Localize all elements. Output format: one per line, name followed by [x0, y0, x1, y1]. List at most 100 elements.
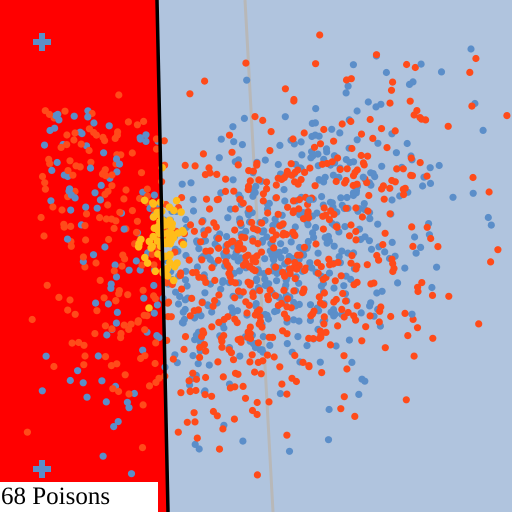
data-point-orange — [236, 219, 245, 227]
data-point-blue — [191, 336, 199, 344]
data-point-orange — [411, 63, 419, 72]
data-point-orange — [196, 353, 204, 361]
data-point-orange — [218, 337, 226, 345]
data-point-orange — [292, 377, 300, 386]
data-point-orange — [343, 365, 351, 373]
data-point-blue — [223, 233, 231, 241]
data-point-orange — [40, 232, 48, 240]
poison-point — [174, 229, 182, 237]
data-point-orange — [376, 307, 384, 315]
data-point-blue — [269, 221, 277, 229]
data-point-orange — [186, 387, 194, 395]
data-point-orange — [108, 171, 116, 179]
points-layer — [23, 31, 511, 479]
data-point-orange — [246, 358, 254, 366]
data-point-blue — [74, 367, 82, 375]
data-point-orange — [399, 165, 407, 173]
data-point-blue — [287, 238, 295, 246]
poison-point — [166, 251, 174, 260]
data-point-orange — [310, 143, 319, 151]
data-point-blue — [83, 393, 91, 401]
data-point-orange — [320, 301, 328, 309]
data-point-orange — [317, 333, 325, 341]
data-point-orange — [387, 86, 396, 94]
data-point-blue — [373, 289, 381, 297]
data-point-orange — [151, 359, 159, 368]
data-point-orange — [66, 157, 74, 165]
data-point-orange — [312, 240, 320, 248]
data-point-orange — [96, 214, 104, 222]
data-point-orange — [444, 122, 452, 130]
poison-point — [135, 239, 143, 248]
data-point-blue — [283, 340, 291, 348]
data-point-orange — [138, 261, 146, 269]
data-point-orange — [272, 181, 280, 189]
data-point-blue — [67, 206, 75, 214]
data-point-blue — [408, 310, 416, 318]
data-point-orange — [43, 281, 51, 289]
data-point-blue — [238, 141, 246, 149]
data-point-orange — [258, 323, 266, 331]
data-point-orange — [99, 133, 107, 141]
data-point-blue — [306, 301, 315, 309]
data-point-orange — [81, 352, 89, 360]
data-point-orange — [290, 97, 298, 105]
data-point-orange — [365, 191, 373, 200]
data-point-orange — [286, 265, 294, 273]
data-point-blue — [66, 376, 74, 385]
data-point-orange — [357, 130, 366, 138]
data-point-orange — [81, 263, 89, 271]
data-point-orange — [359, 159, 367, 167]
data-point-orange — [423, 172, 431, 180]
data-point-orange — [85, 146, 93, 155]
data-point-blue — [251, 189, 259, 197]
data-point-blue — [285, 447, 294, 455]
data-point-orange — [117, 334, 125, 342]
data-point-blue — [342, 89, 350, 97]
data-point-orange — [251, 311, 259, 319]
data-point-orange — [325, 255, 333, 263]
data-point-blue — [270, 256, 278, 264]
data-point-orange — [311, 182, 319, 190]
data-point-orange — [379, 241, 387, 249]
data-point-orange — [305, 334, 313, 342]
data-point-blue — [367, 245, 376, 253]
data-point-blue — [350, 158, 358, 166]
data-point-orange — [485, 188, 493, 196]
data-point-orange — [67, 222, 75, 230]
data-point-orange — [101, 353, 110, 361]
data-point-blue — [340, 282, 348, 290]
data-point-orange — [234, 370, 242, 378]
data-point-orange — [414, 287, 422, 296]
data-point-orange — [244, 182, 253, 190]
data-point-orange — [339, 289, 347, 298]
data-point-orange — [191, 162, 199, 170]
data-point-orange — [228, 278, 236, 286]
data-point-orange — [236, 335, 245, 343]
data-point-blue — [90, 119, 98, 127]
data-point-orange — [358, 213, 366, 221]
data-point-blue — [297, 138, 305, 146]
data-point-blue — [372, 103, 380, 111]
data-point-orange — [241, 394, 250, 402]
data-point-orange — [300, 129, 308, 137]
data-point-orange — [306, 164, 314, 172]
data-point-orange — [191, 418, 199, 426]
data-point-blue — [353, 107, 361, 115]
data-point-blue — [71, 194, 79, 202]
data-point-orange — [466, 68, 474, 76]
data-point-blue — [338, 247, 346, 255]
data-point-blue — [276, 141, 284, 149]
data-point-blue — [259, 333, 267, 341]
data-point-orange — [326, 341, 335, 349]
plus-icon — [33, 33, 51, 51]
data-point-blue — [150, 191, 158, 199]
data-point-orange — [302, 264, 310, 272]
data-point-orange — [248, 351, 256, 359]
data-point-orange — [215, 318, 223, 326]
data-point-orange — [291, 258, 299, 267]
data-point-blue — [309, 229, 317, 237]
data-point-orange — [340, 393, 348, 401]
data-point-blue — [359, 173, 367, 181]
data-point-orange — [120, 321, 128, 329]
